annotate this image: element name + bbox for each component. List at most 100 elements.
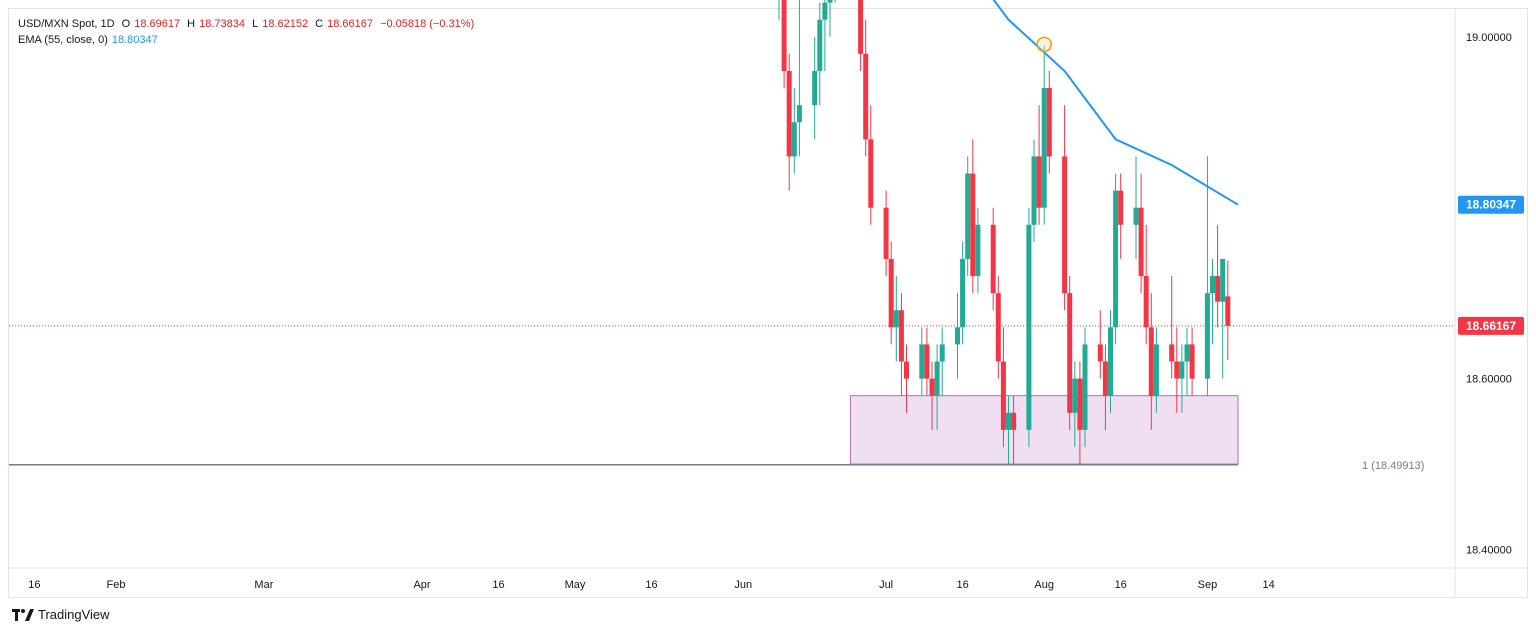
low-label: L <box>252 18 259 30</box>
open-label: O <box>121 18 131 30</box>
candle-body <box>929 378 935 396</box>
candle-body <box>1174 361 1180 379</box>
candle-body <box>1148 327 1154 396</box>
candle-body <box>1026 224 1032 430</box>
candle-body <box>990 224 996 294</box>
candle-body <box>1225 296 1231 326</box>
candle-body <box>939 344 945 362</box>
candle-body <box>1077 378 1083 430</box>
fib-level-label: 1 (18.49913) <box>1362 460 1424 472</box>
tradingview-logo[interactable]: TradingView <box>12 607 110 622</box>
tradingview-brand: TradingView <box>38 607 110 622</box>
y-tick-label: 18.60000 <box>1466 374 1512 386</box>
candle-body <box>1108 327 1113 396</box>
candle-body <box>970 173 976 277</box>
symbol-title[interactable]: USD/MXN Spot, 1D <box>18 18 115 30</box>
ema-label[interactable]: EMA (55, close, 0) <box>18 34 108 46</box>
candle-body <box>1031 156 1037 225</box>
candle-body <box>1189 344 1195 379</box>
candle-body <box>1072 378 1078 413</box>
candle-body <box>924 344 930 379</box>
candle-body <box>1036 156 1042 208</box>
swing-point-marker <box>1036 36 1052 53</box>
chart-frame <box>8 8 1528 598</box>
candle-body <box>863 53 869 140</box>
x-tick-label: Jun <box>734 579 752 591</box>
candle-body <box>1138 207 1144 277</box>
candle-body <box>786 70 792 157</box>
candle-body <box>1046 88 1052 157</box>
candle-body <box>898 310 904 362</box>
candle-body <box>796 105 802 123</box>
candle-body <box>791 122 797 157</box>
x-tick-label: Apr <box>413 579 430 591</box>
ema-header: EMA (55, close, 0) 18.80347 <box>18 34 162 46</box>
x-tick-label: 16 <box>28 579 40 591</box>
ema-price-tag: 18.80347 <box>1466 198 1516 212</box>
candle-body <box>1097 344 1103 362</box>
candle-body <box>1143 276 1149 328</box>
close-label: C <box>315 18 324 30</box>
candle-body <box>960 258 966 328</box>
candle-body <box>1082 344 1088 430</box>
x-tick-label: Mar <box>254 579 273 591</box>
high-label: H <box>187 18 196 30</box>
x-tick-label: 16 <box>956 579 968 591</box>
change-value: −0.05818 (−0.31%) <box>380 18 475 30</box>
low-value: 18.62152 <box>262 18 309 30</box>
x-tick-label: 16 <box>645 579 657 591</box>
ema-line <box>992 0 1239 206</box>
candle-body <box>893 310 899 328</box>
candle-body <box>1102 361 1108 396</box>
candle-body <box>817 19 823 71</box>
x-tick-label: May <box>565 579 586 591</box>
candle-body <box>1067 293 1073 413</box>
close-value: 18.66167 <box>327 18 373 30</box>
tradingview-logo-icon <box>12 608 34 621</box>
open-value: 18.69617 <box>134 18 181 30</box>
candlestick-chart[interactable]: 21.4000021.2000021.0000020.8000020.60000… <box>0 0 1536 600</box>
candle-body <box>858 0 864 54</box>
candle-body <box>1062 156 1068 294</box>
candle-body <box>1184 344 1190 362</box>
high-value: 18.73834 <box>199 18 246 30</box>
candle-body <box>883 207 889 259</box>
candle-body <box>1179 361 1185 379</box>
y-tick-label: 19.00000 <box>1466 32 1512 44</box>
candle-body <box>1169 344 1175 362</box>
candle-body <box>1215 276 1221 302</box>
ema-price-tag-bg <box>1458 195 1524 214</box>
candle-body <box>955 327 960 345</box>
y-tick-label: 18.40000 <box>1466 545 1512 557</box>
last-price-tag-bg <box>1458 316 1524 335</box>
candle-body <box>781 0 787 71</box>
candle-body <box>1041 88 1047 208</box>
candle-body <box>975 224 981 277</box>
candle-body <box>1113 190 1119 328</box>
x-tick-label: Aug <box>1034 579 1054 591</box>
candle-body <box>965 173 971 259</box>
x-tick-label: Feb <box>107 579 126 591</box>
x-tick-label: 14 <box>1262 579 1274 591</box>
candle-body <box>1118 190 1124 225</box>
candle-body <box>868 139 874 208</box>
support-resistance-zone <box>849 395 1239 465</box>
candle-body <box>1133 207 1139 225</box>
x-tick-label: Jul <box>879 579 893 591</box>
x-tick-label: Sep <box>1198 579 1218 591</box>
candle-body <box>1220 258 1226 302</box>
candle-body <box>919 344 925 379</box>
candle-body <box>812 70 818 106</box>
candle-body <box>1000 361 1006 430</box>
candle-body <box>822 2 828 20</box>
x-tick-label: 16 <box>1115 579 1127 591</box>
ohlc-header: USD/MXN Spot, 1D O 18.69617 H 18.73834 L 18… <box>18 18 478 30</box>
candle-body <box>995 293 1001 362</box>
candle-body <box>888 258 894 328</box>
candle-body <box>1210 276 1215 294</box>
candle-body <box>1011 412 1017 430</box>
x-tick-label: 16 <box>492 579 504 591</box>
candle-body <box>1204 293 1210 379</box>
candle-body <box>934 361 940 396</box>
candle-body <box>1006 412 1011 430</box>
